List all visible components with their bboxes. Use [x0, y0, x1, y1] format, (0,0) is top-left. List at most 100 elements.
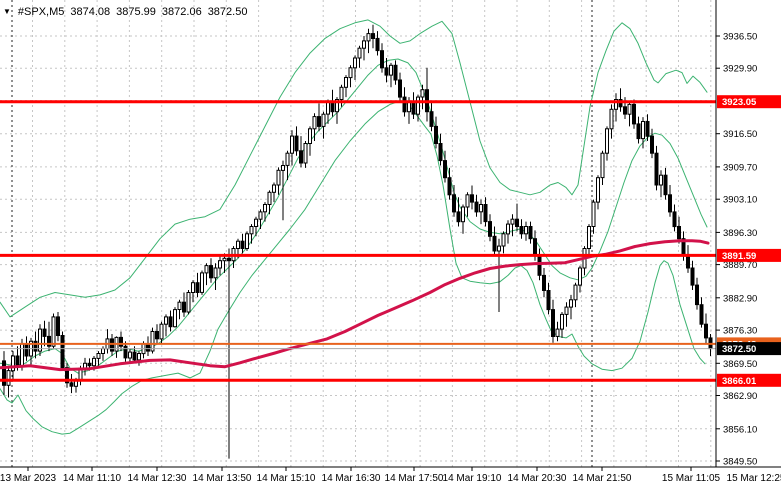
- candle-body: [690, 267, 695, 286]
- candlestick: [348, 65, 353, 88]
- candle-body: [551, 309, 555, 338]
- time-tick-label: 14 Mar 12:30: [128, 473, 187, 484]
- candle-body: [317, 116, 321, 127]
- candlestick: [677, 216, 681, 244]
- candlestick: [461, 204, 465, 234]
- candle-body: [173, 309, 177, 328]
- candle-body: [515, 218, 519, 227]
- candle-body: [546, 290, 551, 311]
- candlestick: [182, 292, 186, 317]
- candle-body: [87, 362, 92, 367]
- resistance-1-tag-bg: [717, 95, 781, 109]
- candlestick: [641, 117, 645, 149]
- price-tick-label: 3849.50: [723, 457, 757, 468]
- candlestick: [366, 28, 371, 54]
- candle-body: [137, 353, 141, 361]
- candlestick: [137, 351, 141, 366]
- candle-body: [677, 226, 681, 240]
- candle-body: [560, 313, 564, 330]
- candlestick: [429, 101, 434, 132]
- candlestick: [704, 313, 708, 344]
- candlestick: [519, 219, 524, 239]
- current-price-price-tag: 3872.50: [717, 342, 781, 356]
- candlestick: [51, 313, 56, 349]
- candle-body: [353, 57, 357, 69]
- candlestick: [290, 130, 294, 166]
- candle-body: [699, 304, 704, 325]
- candlestick: [164, 314, 168, 337]
- ma-line: [0, 239, 710, 372]
- candle-body: [168, 316, 173, 328]
- candlestick: [168, 310, 173, 332]
- candlestick: [483, 197, 488, 227]
- price-tick-label: 3889.70: [723, 260, 757, 271]
- candle-body: [51, 316, 56, 347]
- candle-body: [20, 343, 24, 367]
- candlestick: [506, 220, 510, 244]
- candle-body: [672, 211, 677, 228]
- price-tick-label: 3929.90: [723, 64, 757, 75]
- candlestick: [501, 231, 506, 254]
- candlestick: [375, 31, 380, 56]
- candle-body: [434, 125, 438, 145]
- candle-body: [479, 204, 483, 213]
- candlestick: [150, 327, 155, 354]
- candle-body: [258, 211, 263, 220]
- candlestick: [393, 60, 398, 85]
- candlestick: [159, 321, 164, 344]
- candle-body: [438, 143, 443, 162]
- candle-body: [321, 113, 326, 127]
- candlestick: [524, 221, 528, 241]
- candle-body: [641, 121, 645, 140]
- candle-body: [654, 152, 659, 186]
- candle-body: [375, 37, 380, 52]
- time-tick-label: 13 Mar 2023: [0, 473, 57, 484]
- candlestick: [488, 214, 492, 242]
- candlestick: [542, 268, 546, 298]
- candlestick: [249, 224, 254, 244]
- candle-body: [213, 267, 218, 279]
- candlestick: [668, 185, 672, 217]
- time-tick-label: 14 Mar 17:50: [385, 473, 444, 484]
- time-axis[interactable]: 13 Mar 2023 14 Mar 11:10 14 Mar 12:30 14 Ma…: [0, 467, 781, 484]
- candlestick: [362, 36, 366, 61]
- candle-body: [578, 267, 582, 286]
- candle-body: [6, 370, 11, 386]
- candle-body: [645, 121, 650, 137]
- candlestick: [672, 204, 677, 232]
- candle-body: [456, 211, 461, 223]
- resistance-2-tag-bg: [717, 248, 781, 262]
- candle-body: [177, 301, 182, 311]
- candle-body: [218, 260, 222, 269]
- support-1-tag-label: 3866.01: [722, 376, 757, 387]
- candle-body: [695, 284, 699, 306]
- candle-body: [542, 274, 546, 291]
- candle-body: [591, 201, 596, 228]
- candle-body: [303, 143, 308, 164]
- candlestick: [303, 141, 308, 168]
- candlestick: [65, 363, 69, 388]
- candlestick: [510, 214, 515, 237]
- candlestick: [555, 321, 560, 342]
- candlestick: [227, 248, 231, 459]
- candle-body: [371, 33, 375, 39]
- candlestick: [596, 175, 600, 210]
- candlestick: [573, 282, 578, 308]
- candle-body: [528, 226, 533, 240]
- candlestick: [605, 126, 609, 161]
- time-tick-label: 14 Mar 19:10: [443, 473, 502, 484]
- candle-body: [312, 116, 317, 130]
- candlestick: [267, 190, 272, 215]
- time-tick-label: 14 Mar 13:50: [193, 473, 252, 484]
- bollinger-upper-band: [0, 19, 708, 318]
- candle-body: [222, 257, 227, 262]
- candle-body: [290, 135, 294, 154]
- candlestick: [380, 43, 384, 73]
- candle-body: [249, 226, 254, 235]
- candle-body: [704, 323, 708, 339]
- price-axis[interactable]: 3936.50 3929.90 3916.50 3909.70 3903.10 3896.…: [716, 32, 757, 468]
- candlestick: [497, 238, 501, 312]
- candlestick: [33, 331, 38, 359]
- candlestick: [632, 99, 636, 129]
